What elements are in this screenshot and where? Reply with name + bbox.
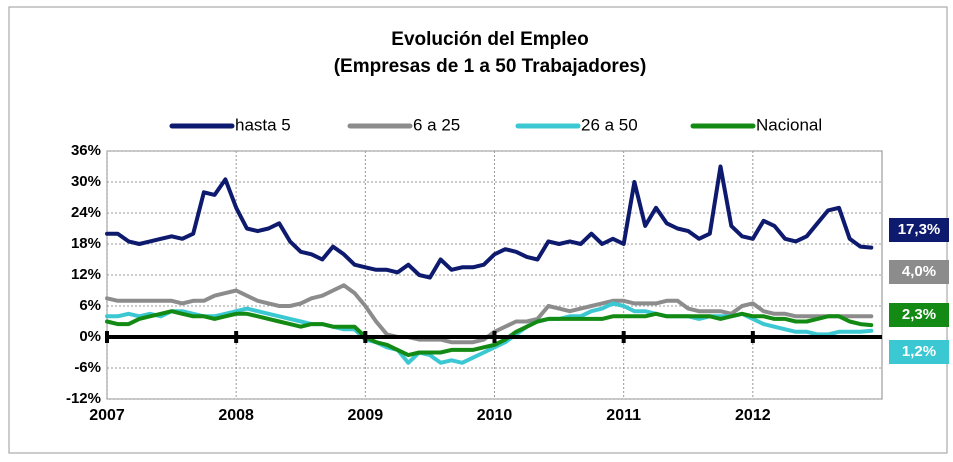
chart-title: Evolución del Empleo — [391, 29, 588, 50]
legend-label: 26 a 50 — [581, 115, 638, 134]
end-label-box — [889, 303, 949, 327]
y-tick-label: 6% — [79, 297, 101, 314]
y-tick-label: 0% — [79, 328, 101, 345]
end-label: 4,0% — [902, 263, 936, 280]
legend-label: 6 a 25 — [413, 115, 460, 134]
chart-frame — [8, 6, 948, 454]
x-tick-label: 2009 — [348, 407, 384, 424]
legend-label: hasta 5 — [235, 115, 291, 134]
end-label-box — [889, 218, 949, 242]
y-tick-label: -12% — [66, 390, 101, 407]
chart-subtitle: (Empresas de 1 a 50 Trabajadores) — [334, 56, 647, 77]
y-tick-label: 12% — [71, 266, 101, 283]
y-tick-label: 36% — [71, 142, 101, 159]
end-label: 17,3% — [898, 221, 941, 238]
y-tick-label: -6% — [74, 359, 101, 376]
x-tick-label: 2012 — [735, 407, 771, 424]
x-tick-label: 2011 — [606, 407, 641, 424]
end-label: 2,3% — [902, 306, 936, 323]
x-tick-label: 2010 — [477, 407, 513, 424]
y-tick-label: 30% — [71, 173, 101, 190]
end-label-box — [889, 260, 949, 284]
legend-label: Nacional — [756, 115, 822, 134]
series-line — [105, 309, 874, 358]
end-label-box — [889, 340, 949, 364]
y-tick-label: 24% — [71, 204, 101, 221]
x-tick-label: 2007 — [89, 407, 125, 424]
series-line — [105, 164, 874, 280]
y-tick-label: 18% — [71, 235, 101, 252]
end-label: 1,2% — [902, 343, 936, 360]
x-tick-label: 2008 — [218, 407, 254, 424]
